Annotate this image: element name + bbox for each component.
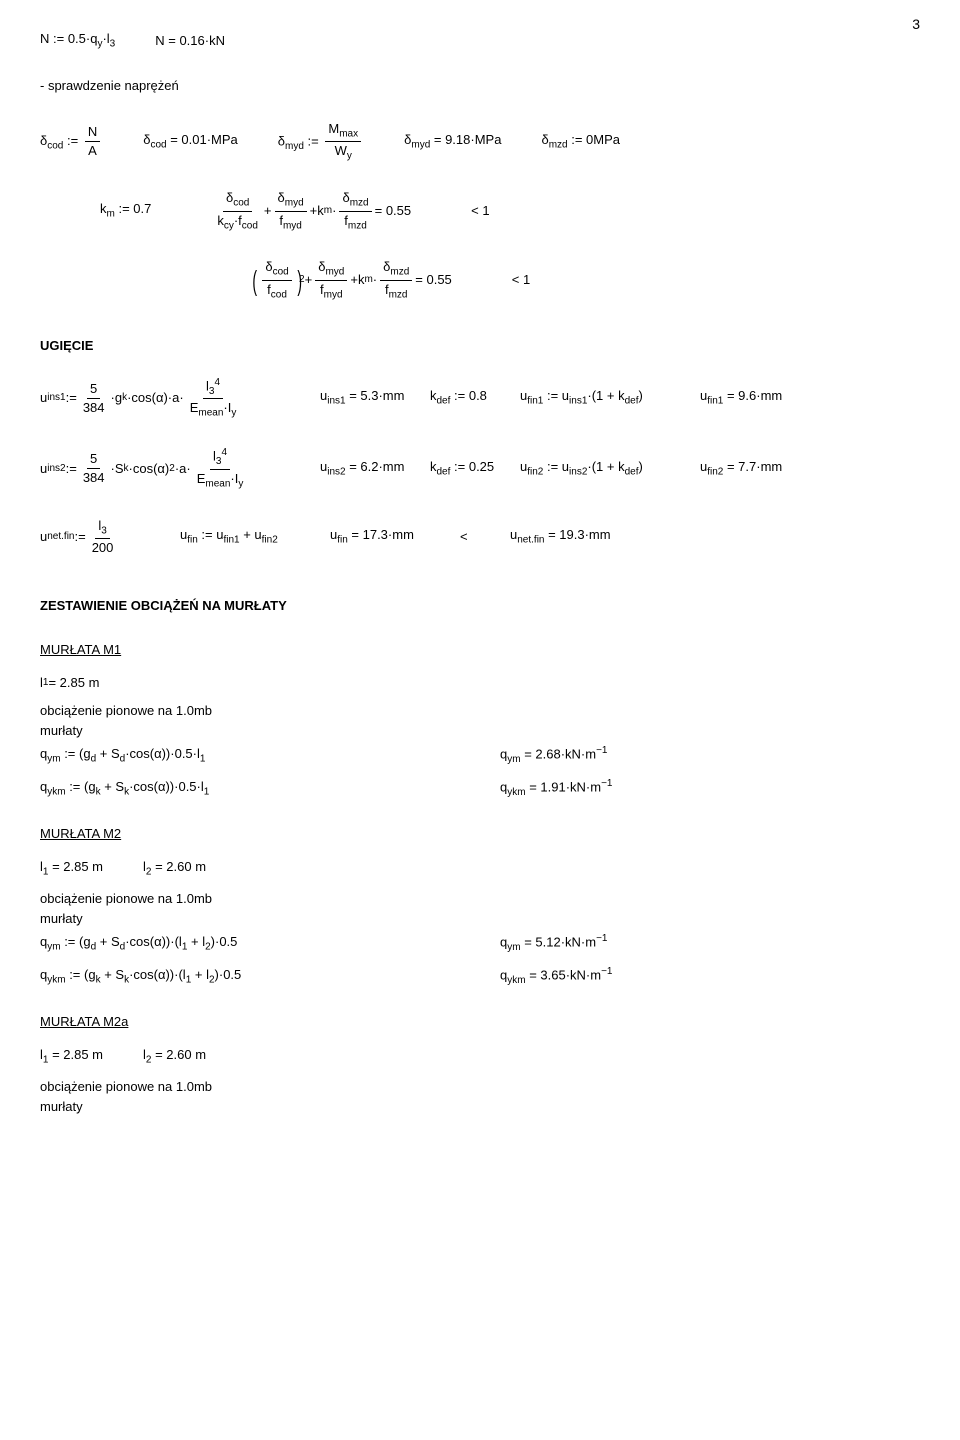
- ufin1-val: ufin1 = 9.6·mm: [700, 387, 782, 409]
- m2-note: obciążenie pionowe na 1.0mb: [40, 890, 920, 908]
- n-def: N := 0.5·qy·l3: [40, 30, 115, 52]
- m1-note: obciążenie pionowe na 1.0mb: [40, 702, 920, 720]
- ufin-def: ufin := ufin1 + ufin2: [180, 526, 330, 548]
- m2-l1: l1 = 2.85 m: [40, 858, 103, 880]
- m2a-l1: l1 = 2.85 m: [40, 1046, 103, 1068]
- n-definition-row: N := 0.5·qy·l3 N = 0.16·kN: [40, 30, 920, 52]
- m2-qykm-row: qykm := (gk + Sk·cos(α))·(l1 + l2)·0.5 q…: [40, 965, 920, 988]
- delta-myd-def: δmyd := Mmax Wy: [278, 120, 364, 164]
- m2-qykm-val: qykm = 3.65·kN·m−1: [500, 965, 612, 988]
- m2a-title: MURŁATA M2a: [40, 1013, 920, 1031]
- m2a-l2: l2 = 2.60 m: [143, 1046, 206, 1068]
- m1-note2: murłaty: [40, 722, 920, 740]
- uins1-val: uins1 = 5.3·mm: [320, 387, 430, 409]
- uins1-row: uins1 := 5384 ·gk·cos(α)·a· l34 Emean·Iy…: [40, 376, 920, 422]
- page-number: 3: [912, 15, 920, 35]
- m2-qykm-def: qykm := (gk + Sk·cos(α))·(l1 + l2)·0.5: [40, 966, 500, 988]
- m1-title: MURŁATA M1: [40, 641, 920, 659]
- ufin-val: ufin = 17.3·mm: [330, 526, 460, 548]
- delta-mzd-def: δmzd := 0MPa: [541, 131, 620, 153]
- delta-cod-val: δcod = 0.01·MPa: [143, 131, 238, 153]
- m1-qym-def: qym := (gd + Sd·cos(α))·0.5·l1: [40, 745, 500, 767]
- m1-qym-val: qym = 2.68·kN·m−1: [500, 744, 607, 767]
- ufin2-val: ufin2 = 7.7·mm: [700, 458, 782, 480]
- uins2-def: uins2 := 5384 ·Sk·cos(α)2·a· l34 Emean·I…: [40, 446, 320, 492]
- kdef2: kdef := 0.25: [430, 458, 520, 480]
- unet-def: unet.fin := l3 200: [40, 517, 180, 558]
- unet-cmp: <: [460, 528, 510, 546]
- stress-check-heading: - sprawdzenie naprężeń: [40, 77, 920, 95]
- km-eq1: δcod kcy·fcod + δmyd fmyd + km· δmzd fmz…: [211, 189, 411, 233]
- m2-qym-val: qym = 5.12·kN·m−1: [500, 932, 607, 955]
- m2-l-row: l1 = 2.85 m l2 = 2.60 m: [40, 858, 920, 880]
- m2-l2: l2 = 2.60 m: [143, 858, 206, 880]
- unet-val: unet.fin = 19.3·mm: [510, 526, 611, 548]
- uins2-val: uins2 = 6.2·mm: [320, 458, 430, 480]
- m2a-l-row: l1 = 2.85 m l2 = 2.60 m: [40, 1046, 920, 1068]
- delta-myd-val: δmyd = 9.18·MPa: [404, 131, 501, 153]
- m2-qym-def: qym := (gd + Sd·cos(α))·(l1 + l2)·0.5: [40, 933, 500, 955]
- unet-row: unet.fin := l3 200 ufin := ufin1 + ufin2…: [40, 517, 920, 558]
- ufin2-def: ufin2 := uins2·(1 + kdef): [520, 458, 700, 480]
- m2-title: MURŁATA M2: [40, 825, 920, 843]
- m1-qykm-def: qykm := (gk + Sk·cos(α))·0.5·l1: [40, 778, 500, 800]
- kdef1: kdef := 0.8: [430, 387, 520, 409]
- m1-qykm-row: qykm := (gk + Sk·cos(α))·0.5·l1 qykm = 1…: [40, 777, 920, 800]
- m2-note2: murłaty: [40, 910, 920, 928]
- km-row-1: km := 0.7 δcod kcy·fcod + δmyd fmyd + km…: [100, 189, 920, 233]
- delta-cod-def: δcod := NA: [40, 123, 103, 160]
- km-cmp2: < 1: [512, 271, 530, 289]
- m2a-note: obciążenie pionowe na 1.0mb: [40, 1078, 920, 1096]
- km-cmp1: < 1: [471, 202, 489, 220]
- m1-qym-row: qym := (gd + Sd·cos(α))·0.5·l1 qym = 2.6…: [40, 744, 920, 767]
- m2a-note2: murłaty: [40, 1098, 920, 1116]
- n-value: N = 0.16·kN: [155, 32, 225, 50]
- delta-row: δcod := NA δcod = 0.01·MPa δmyd := Mmax …: [40, 120, 920, 164]
- ugiecie-heading: UGIĘCIE: [40, 337, 920, 355]
- m1-l1: l1 = 2.85 m: [40, 674, 920, 692]
- zestawienie-heading: ZESTAWIENIE OBCIĄŻEŃ NA MURŁATY: [40, 597, 920, 615]
- m2-qym-row: qym := (gd + Sd·cos(α))·(l1 + l2)·0.5 qy…: [40, 932, 920, 955]
- km-row-2: ( δcod fcod )2 + δmyd fmyd + km· δmzd fm…: [250, 258, 920, 302]
- ufin1-def: ufin1 := uins1·(1 + kdef): [520, 387, 700, 409]
- uins1-def: uins1 := 5384 ·gk·cos(α)·a· l34 Emean·Iy: [40, 376, 320, 422]
- m1-qykm-val: qykm = 1.91·kN·m−1: [500, 777, 612, 800]
- km-eq2: ( δcod fcod )2 + δmyd fmyd + km· δmzd fm…: [250, 258, 452, 302]
- uins2-row: uins2 := 5384 ·Sk·cos(α)2·a· l34 Emean·I…: [40, 446, 920, 492]
- km-def: km := 0.7: [100, 200, 151, 222]
